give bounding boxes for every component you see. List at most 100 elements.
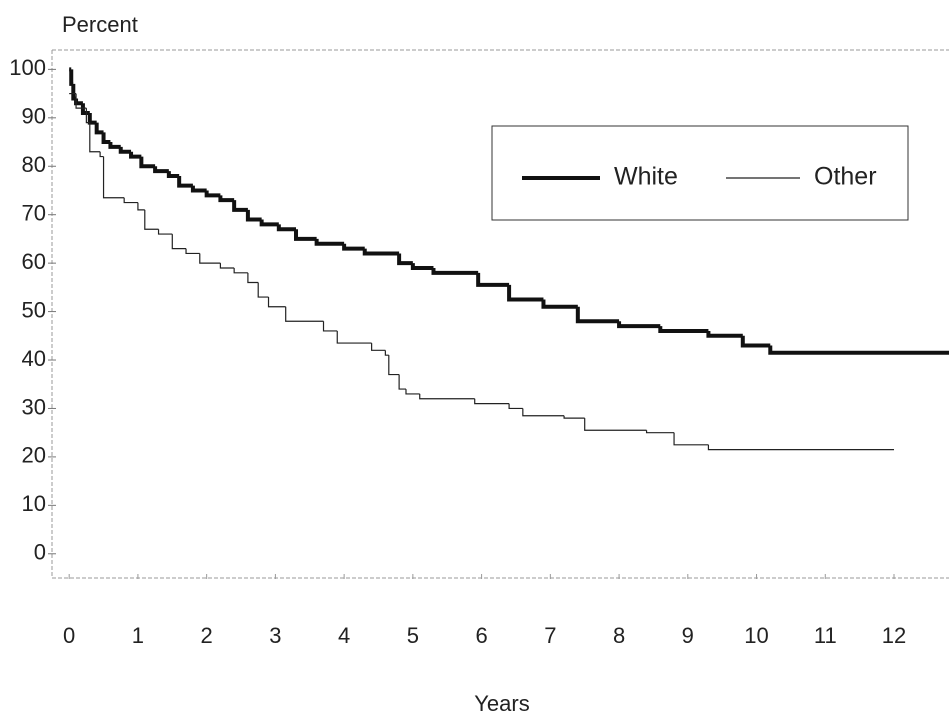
step-segment [87, 112, 97, 125]
step-segment [405, 389, 420, 395]
step-segment [384, 350, 389, 356]
step-segment [153, 166, 169, 174]
step-segment [508, 403, 523, 410]
step-segment [245, 209, 262, 222]
step-segment [584, 418, 647, 431]
legend-box [491, 125, 909, 221]
x-tick-label: 3 [269, 623, 281, 648]
step-segment [362, 248, 400, 256]
step-segment [204, 190, 221, 198]
step-segment [233, 267, 248, 274]
legend-label: Other [814, 163, 877, 191]
step-segment [137, 202, 145, 211]
y-tick-label: 0 [34, 540, 46, 565]
step-segment [219, 263, 235, 269]
y-tick-label: 70 [22, 201, 46, 226]
step-segment [706, 330, 743, 338]
step-segment [166, 171, 180, 178]
step-segment [108, 142, 121, 149]
step-segment [707, 444, 895, 451]
y-tick-label: 40 [22, 346, 46, 371]
step-segment [199, 253, 221, 264]
step-segment [259, 219, 279, 227]
x-tick-label: 2 [201, 623, 213, 648]
step-segment [322, 321, 338, 332]
step-segment [102, 156, 125, 199]
step-segment [522, 408, 565, 417]
step-segment [171, 234, 187, 250]
step-segment [336, 330, 372, 344]
step-segment [185, 248, 200, 255]
step-segment [80, 103, 90, 115]
step-segment [398, 374, 406, 390]
x-tick-label: 6 [475, 623, 487, 648]
step-segment [294, 229, 317, 241]
step-segment [507, 284, 544, 302]
step-segment [94, 122, 104, 135]
step-segment [69, 69, 74, 86]
x-tick-label: 7 [544, 623, 556, 648]
step-segment [740, 335, 771, 348]
step-segment [476, 272, 510, 287]
step-segment [177, 175, 193, 188]
step-segment [157, 229, 173, 235]
step-segment [74, 98, 83, 106]
step-segment [267, 297, 286, 308]
y-tick-label: 20 [22, 443, 46, 468]
x-tick-label: 10 [744, 623, 768, 648]
step-segment [431, 267, 479, 275]
step-segment [101, 132, 111, 145]
y-tick-label: 50 [22, 297, 46, 322]
step-segment [645, 430, 675, 434]
y-tick-label: 80 [22, 152, 46, 177]
step-segment [342, 243, 365, 251]
step-segment [617, 321, 661, 329]
x-tick-label: 5 [407, 623, 419, 648]
step-segment [285, 306, 324, 322]
legend-label: White [614, 163, 678, 191]
step-segment [144, 209, 159, 230]
step-segment [118, 146, 132, 154]
step-segment [139, 156, 156, 169]
step-segment [218, 195, 235, 203]
step-segment [474, 398, 510, 405]
step-segment [85, 108, 90, 124]
step-segment [575, 306, 620, 324]
step-segment [419, 393, 475, 400]
step-segment [768, 345, 949, 355]
step-segment [673, 432, 709, 446]
y-tick-label: 30 [22, 394, 46, 419]
plot-frame [51, 49, 949, 579]
step-segment [276, 224, 297, 232]
y-tick-label: 10 [22, 491, 46, 516]
x-tick-label: 11 [814, 623, 837, 648]
x-tick-label: 0 [63, 623, 75, 648]
y-axis-title: Percent [62, 12, 138, 37]
x-tick-label: 9 [682, 623, 694, 648]
step-segment [397, 253, 413, 266]
step-segment [371, 343, 386, 351]
x-tick-label: 4 [338, 623, 350, 648]
y-tick-label: 60 [22, 249, 46, 274]
step-segment [410, 263, 434, 270]
step-segment [257, 282, 269, 298]
x-tick-label: 8 [613, 623, 625, 648]
x-axis-title: Years [474, 691, 529, 715]
step-segment [89, 122, 101, 153]
step-segment [247, 272, 259, 284]
x-tick-label: 12 [882, 623, 906, 648]
step-segment [123, 197, 138, 204]
step-segment [99, 151, 104, 158]
step-segment [190, 185, 207, 193]
step-segment [75, 93, 87, 109]
step-segment [563, 415, 585, 419]
step-segment [541, 299, 578, 309]
y-tick-label: 100 [9, 55, 46, 80]
step-segment [388, 355, 400, 376]
step-segment [232, 200, 248, 212]
step-segment [658, 326, 709, 333]
step-segment [314, 238, 345, 246]
step-segment [129, 151, 142, 159]
y-tick-label: 90 [22, 104, 46, 129]
